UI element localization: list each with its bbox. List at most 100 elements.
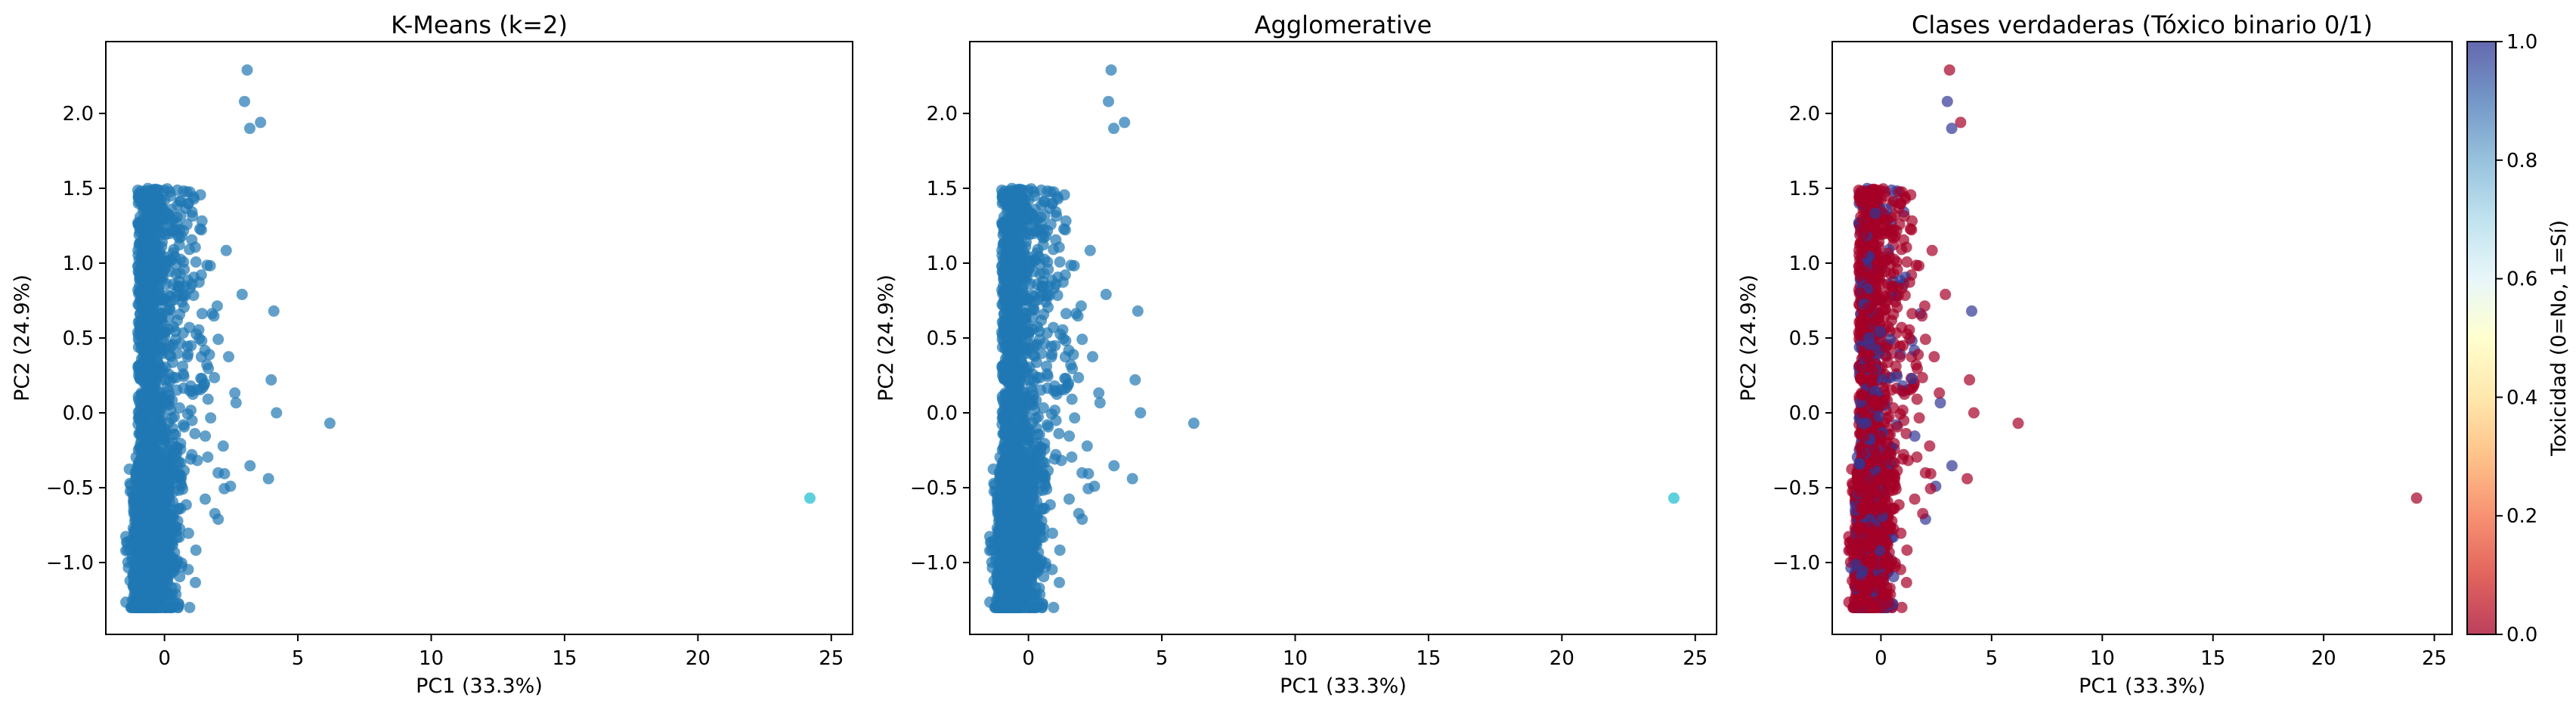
scatter-point: [169, 411, 181, 423]
scatter-point: [153, 486, 166, 498]
y-axis-ticks: −1.0−0.50.00.51.01.52.0: [910, 103, 970, 575]
scatter-point: [150, 444, 162, 456]
scatter-point: [174, 522, 186, 535]
scatter-point: [161, 305, 173, 316]
scatter-point: [1043, 290, 1055, 302]
x-tick-label: 10: [419, 647, 444, 670]
scatter-point: [152, 207, 164, 219]
scatter-point: [1100, 288, 1112, 300]
y-tick-label: 0.5: [927, 327, 958, 350]
scatter-point: [1039, 503, 1051, 515]
scatter-point: [1046, 527, 1058, 539]
scatter-point: [1042, 371, 1054, 383]
scatter-point: [1057, 333, 1070, 345]
x-axis-label: PC1 (33.3%): [416, 674, 543, 698]
scatter-point: [149, 364, 161, 377]
scatter-point: [1014, 400, 1026, 412]
scatter-point: [1028, 186, 1040, 198]
scatter-point: [1064, 430, 1076, 442]
scatter-point: [244, 122, 255, 135]
y-tick-label: 0.5: [63, 327, 94, 350]
scatter-point: [175, 503, 187, 515]
scatter-point: [153, 314, 166, 326]
scatter-point: [174, 308, 186, 321]
y-tick-label: −0.5: [910, 477, 958, 500]
scatter-point: [1919, 333, 1931, 346]
scatter-point: [1018, 294, 1030, 306]
scatter-point: [1030, 437, 1042, 448]
scatter-point: [209, 371, 221, 383]
scatter-point: [229, 387, 241, 399]
y-tick-label: −0.5: [46, 477, 94, 500]
scatter-point: [143, 494, 155, 506]
scatter-point: [1001, 321, 1013, 333]
scatter-point: [155, 581, 167, 594]
x-tick-label: 5: [292, 647, 305, 670]
scatter-point: [164, 535, 176, 546]
x-tick-label: 20: [1550, 647, 1574, 670]
scatter-point: [143, 302, 155, 314]
scatter-point: [1049, 405, 1060, 417]
scatter-point: [201, 259, 213, 271]
x-axis-label: PC1 (33.3%): [1280, 674, 1407, 698]
scatter-point: [1054, 544, 1066, 557]
scatter-point: [209, 507, 221, 519]
scatter-point: [1187, 417, 1200, 429]
x-tick-label: 0: [158, 647, 171, 670]
y-axis-label: PC2 (24.9%): [875, 274, 898, 402]
scatter-point: [190, 576, 201, 588]
scatter-point: [1032, 225, 1044, 237]
scatter-point: [134, 372, 146, 384]
scatter-point: [1024, 601, 1036, 613]
scatter-point: [220, 244, 232, 256]
scatter-point: [1896, 601, 1908, 613]
scatter-point: [1126, 473, 1138, 485]
scatter-point: [1023, 504, 1035, 516]
scatter-point: [1042, 421, 1054, 433]
scatter-point: [189, 428, 201, 439]
scatter-point: [1038, 571, 1050, 583]
scatter-point: [152, 385, 164, 397]
scatter-point: [999, 570, 1011, 581]
scatter-point: [999, 578, 1011, 591]
scatter-point: [120, 531, 132, 543]
scatter-point: [136, 407, 148, 419]
scatter-point: [1129, 374, 1141, 386]
scatter-point: [1053, 241, 1065, 253]
y-tick-label: 2.0: [63, 103, 94, 126]
scatter-point: [1014, 192, 1026, 204]
scatter-point: [1053, 428, 1065, 439]
scatter-points: [984, 64, 1680, 613]
scatter-point: [1072, 310, 1084, 322]
scatter-point: [137, 321, 149, 333]
scatter-point: [1006, 471, 1018, 483]
scatter-point: [1119, 116, 1131, 129]
scatter-point: [172, 554, 184, 566]
scatter-point: [1901, 256, 1913, 268]
scatter-point: [200, 493, 211, 505]
scatter-point: [135, 570, 147, 581]
scatter-point: [1065, 259, 1077, 271]
scatter-point: [208, 310, 220, 322]
y-axis-label: PC2 (24.9%): [11, 274, 34, 402]
x-tick-label: 25: [819, 647, 844, 670]
scatter-point: [203, 349, 215, 361]
scatter-point: [158, 326, 170, 338]
scatter-point: [1041, 327, 1053, 339]
scatter-point: [223, 351, 234, 363]
y-tick-label: −1.0: [46, 552, 94, 575]
scatter-point: [1054, 576, 1065, 588]
scatter-point: [1049, 339, 1061, 352]
y-axis-ticks: −1.0−0.50.00.51.01.52.0: [46, 103, 106, 575]
scatter-point: [1028, 535, 1040, 546]
scatter-point: [998, 533, 1010, 545]
scatter-point: [1000, 543, 1012, 555]
x-tick-label: 15: [552, 647, 577, 670]
scatter-point: [1001, 418, 1013, 430]
scatter-point: [218, 482, 231, 495]
scatter-point: [146, 541, 157, 553]
scatter-point: [1067, 349, 1079, 361]
scatter-point: [1036, 280, 1048, 292]
scatter-point: [145, 574, 157, 586]
scatter-point: [200, 430, 212, 442]
